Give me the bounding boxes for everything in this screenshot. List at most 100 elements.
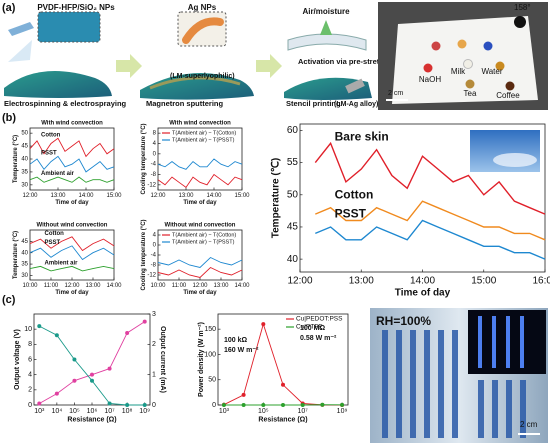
point <box>221 403 226 407</box>
point <box>37 324 42 329</box>
label: Water <box>481 67 502 76</box>
label: 2 cm <box>520 420 538 429</box>
series-label: Cotton <box>335 187 374 201</box>
x-tick-label: 13:00 <box>178 193 194 199</box>
x-tick-label: 13:00 <box>85 283 101 289</box>
y-tick-label: -8 <box>151 263 157 269</box>
x-tick-label: 12:00 <box>22 193 38 199</box>
legend-entry: Cu|PTFE <box>296 324 323 331</box>
y2-tick-label: 0 <box>152 402 156 409</box>
y-tick-label: 4 <box>153 233 157 239</box>
series-line <box>314 141 546 215</box>
chart-title: Without wind convection <box>165 223 236 229</box>
y-axis-label: Temperature (°C) <box>13 135 19 183</box>
label: PVDF-HFP/SiO₂ NPs <box>37 3 115 12</box>
series-line <box>29 137 115 158</box>
series-line <box>29 155 115 173</box>
x-tick-label: 10⁹ <box>337 408 348 415</box>
moisture-arrow <box>320 20 332 35</box>
droplet <box>483 41 493 51</box>
y2-tick-label: 2 <box>152 341 156 348</box>
x-axis-label: Time of day <box>183 200 217 206</box>
x-tick-label: 15:00 <box>106 193 122 199</box>
y-tick-label: 45 <box>21 239 28 245</box>
y-tick-label: -4 <box>151 253 157 259</box>
y-tick-label: 50 <box>21 131 28 137</box>
x-tick-label: 13:00 <box>50 193 66 199</box>
x-tick-label: 10⁹ <box>139 408 150 415</box>
droplet-pattern <box>382 330 526 438</box>
x-tick-label: 14:00 <box>234 283 250 289</box>
arrow <box>116 54 142 78</box>
droplet <box>495 61 505 71</box>
series-label: PSST <box>45 240 61 246</box>
y-tick-label: 40 <box>21 157 28 163</box>
y-tick-label: 60 <box>287 125 299 136</box>
point <box>241 392 246 397</box>
annotation: 160 W m⁻² <box>224 347 259 354</box>
x-tick-label: 10³ <box>34 408 45 415</box>
cloud <box>493 153 537 167</box>
y-axis-label: Power density (W m⁻²) <box>198 322 205 397</box>
label: Coffee <box>496 91 520 100</box>
label: Activation via pre-stretch <box>298 57 388 66</box>
series-line <box>157 266 243 278</box>
contact-angle-drop <box>514 16 526 28</box>
label: Electrospinning & electrospraying <box>4 99 127 108</box>
y-tick-label: 2 <box>28 387 32 394</box>
arrow <box>256 54 282 78</box>
series-line <box>29 245 115 261</box>
point <box>54 333 59 338</box>
point <box>261 403 266 407</box>
annotation: 0.58 W m⁻² <box>300 335 337 342</box>
droplet <box>423 63 433 73</box>
series-label: Cotton <box>41 132 61 138</box>
chart-title: With wind convection <box>41 121 103 127</box>
series-label: Ambient air <box>41 171 75 177</box>
x-axis-label: Time of day <box>55 200 89 206</box>
annotation: 100 MΩ <box>300 325 325 332</box>
point <box>72 378 77 383</box>
point <box>125 330 130 335</box>
point <box>107 366 112 371</box>
glow-pattern <box>478 316 524 368</box>
panel-label: (a) <box>2 2 16 14</box>
y-tick-label: 8 <box>153 131 157 137</box>
y-tick-label: 30 <box>21 182 28 188</box>
x-tick-label: 14:00 <box>78 193 94 199</box>
y-axis-label: Output voltage (V) <box>14 329 21 390</box>
label: Tea <box>464 89 477 98</box>
x-axis-label: Time of day <box>55 290 89 296</box>
label: Magnetron sputtering <box>146 99 223 108</box>
x-tick-label: 10⁸ <box>122 408 133 415</box>
photo-droplets: 158° Milk Water NaOH Tea Coffee 2 cm <box>378 2 548 110</box>
x-axis-label: Time of day <box>183 290 217 296</box>
x-tick-label: 13:00 <box>349 276 374 287</box>
y-tick-label: 45 <box>287 222 299 233</box>
y-axis-label: Temperature (°C) <box>13 231 19 279</box>
y-tick-label: 40 <box>287 254 299 265</box>
droplet <box>463 59 473 69</box>
series-line <box>157 173 243 189</box>
plot-frame <box>157 127 243 191</box>
series-line <box>157 158 243 170</box>
droplet <box>465 79 475 89</box>
series-line <box>29 265 115 272</box>
y-tick-label: 50 <box>208 377 216 384</box>
legend-entry: Cu|PEDOT:PSS <box>296 316 343 323</box>
x-tick-label: 10⁵ <box>69 408 80 415</box>
x-tick-label: 10⁴ <box>51 408 62 415</box>
panel-label: (c) <box>2 294 16 306</box>
fiber-mat <box>4 70 112 98</box>
y-tick-label: 4 <box>28 372 32 379</box>
legend-entry: T(Ambient air) − T(PSST) <box>172 137 235 143</box>
series-label: Ambient air <box>45 260 79 266</box>
x-axis-label: Resistance (Ω) <box>258 417 307 424</box>
membrane <box>287 33 367 51</box>
series-label: PSST <box>335 207 367 221</box>
x-tick-label: 13:00 <box>213 283 229 289</box>
x-tick-label: 11:00 <box>44 283 59 289</box>
point <box>300 403 305 407</box>
y-axis-label: Cooling temperature (°C) <box>141 123 147 194</box>
chart-title: Without wind convection <box>37 223 108 229</box>
